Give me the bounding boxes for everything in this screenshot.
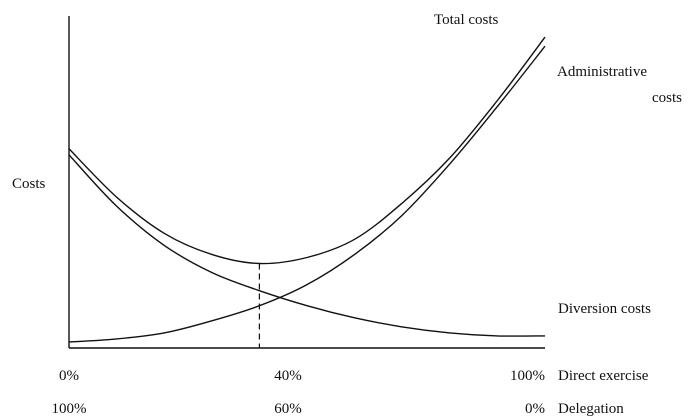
series-line-diversion-costs bbox=[68, 154, 546, 337]
series-line-administrative-costs bbox=[68, 45, 546, 343]
tick-delegation-0: 0% bbox=[525, 401, 545, 417]
tick-delegation-100: 100% bbox=[52, 401, 87, 417]
tick-direct-exercise-40: 40% bbox=[274, 368, 302, 384]
tick-delegation-60: 60% bbox=[274, 401, 302, 417]
tick-direct-exercise-100: 100% bbox=[510, 368, 545, 384]
axis-name-delegation: Delegation bbox=[558, 401, 624, 417]
y-axis-label: Costs bbox=[12, 176, 46, 192]
series-line-total-costs bbox=[68, 36, 546, 265]
curves-layer bbox=[68, 36, 546, 343]
series-label-diversion-costs: Diversion costs bbox=[558, 301, 651, 317]
axis-name-direct-exercise: Direct exercise bbox=[558, 368, 649, 384]
series-label-total-costs: Total costs bbox=[434, 12, 499, 28]
tick-direct-exercise-0: 0% bbox=[59, 368, 79, 384]
series-label-administrative-costs-line1: Administrative bbox=[557, 64, 647, 80]
series-label-administrative-costs-line2: costs bbox=[652, 90, 682, 106]
